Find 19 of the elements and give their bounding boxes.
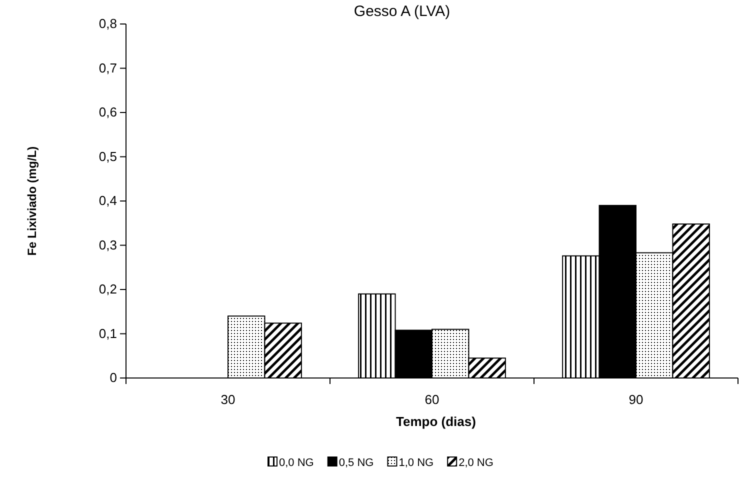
y-tick-label: 0,6 xyxy=(98,104,117,120)
y-tick-label: 0,1 xyxy=(98,326,117,341)
y-tick-label: 0,7 xyxy=(98,60,117,76)
x-tick-label: 60 xyxy=(424,392,440,407)
y-tick-label: 0,4 xyxy=(98,193,117,208)
x-tick-label: 30 xyxy=(220,392,236,407)
x-tick-label: 90 xyxy=(628,392,644,407)
y-axis-title: Fe Lixiviado (mg/L) xyxy=(25,146,39,256)
x-axis-title: Tempo (dias) xyxy=(396,414,476,429)
y-tick-label: 0 xyxy=(110,370,117,386)
legend-label: 0,0 NG xyxy=(279,457,314,469)
chart-title: Gesso A (LVA) xyxy=(354,3,450,20)
y-tick-label: 0,8 xyxy=(98,16,117,32)
y-tick-label: 0,5 xyxy=(98,148,117,164)
y-tick-label: 0,3 xyxy=(98,237,117,252)
y-tick-label: 0,2 xyxy=(98,282,117,297)
legend-label: 0,5 NG xyxy=(338,457,374,469)
legend-label: 1,0 NG xyxy=(398,457,434,469)
legend-label: 2,0 NG xyxy=(458,457,494,469)
